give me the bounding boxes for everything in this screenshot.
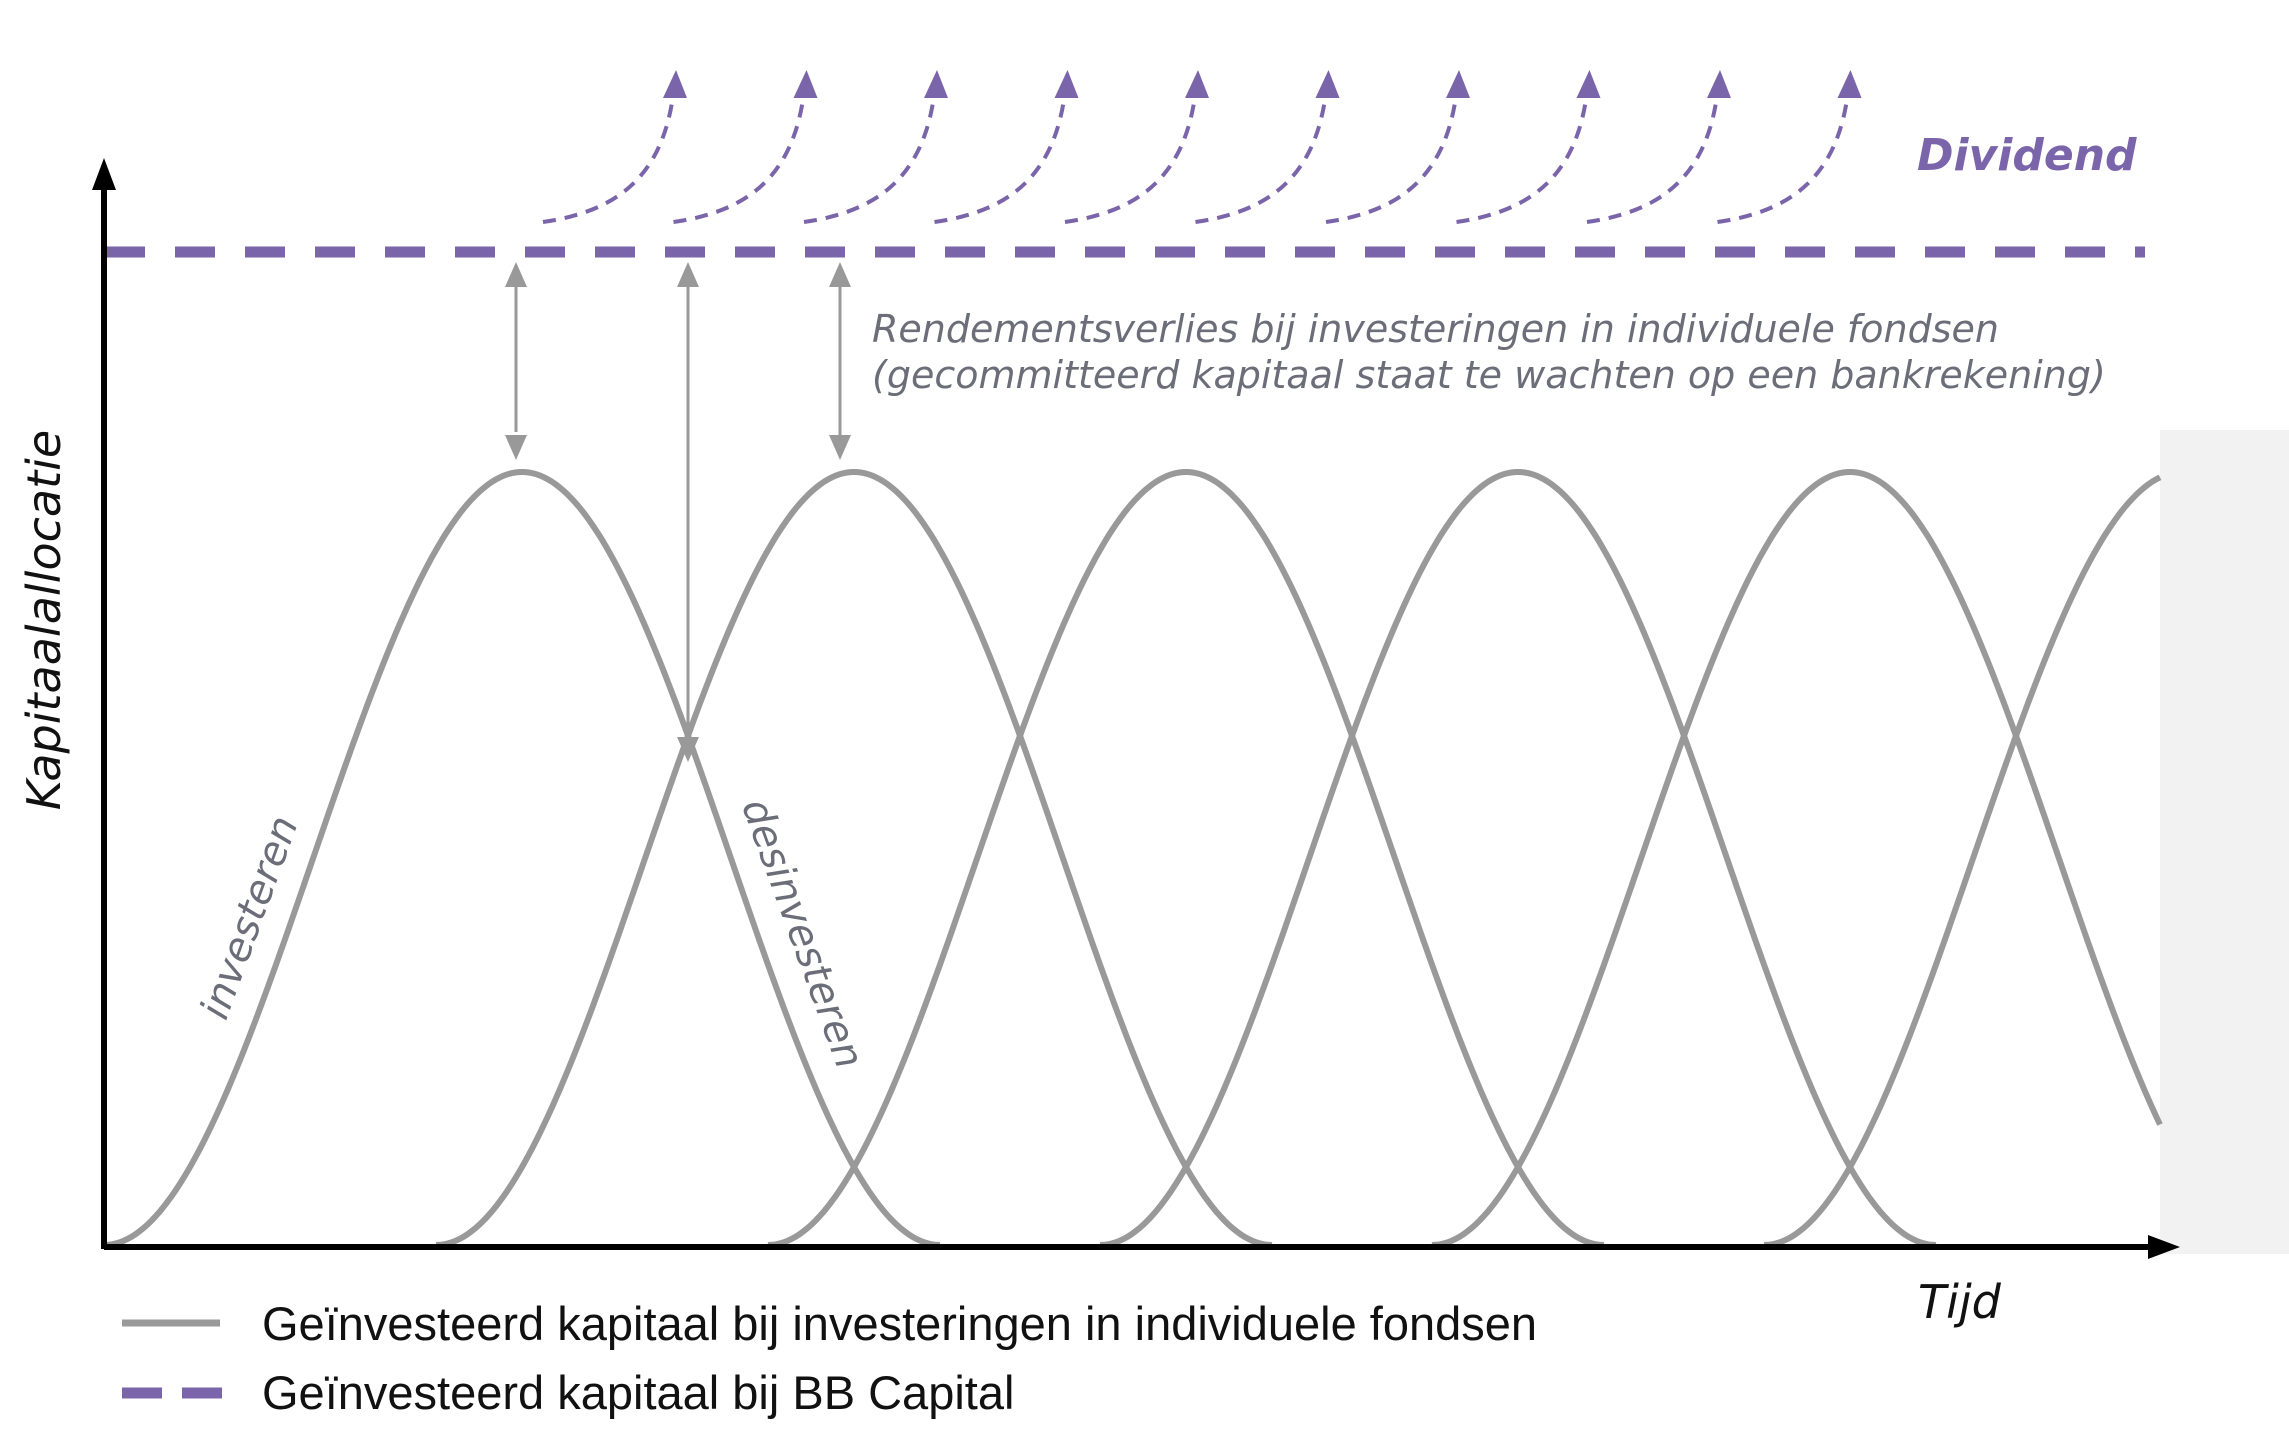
loss-arrows [505,262,851,762]
legend-label-bb-capital: Geïnvesteerd kapitaal bij BB Capital [262,1366,1014,1419]
fund-curve [435,469,1273,1248]
fund-curves [103,469,2163,1248]
side-panel [2160,430,2289,1254]
axes [92,158,2180,1259]
loss-note-line2: (gecommitteerd kapitaal staat te wachten… [872,353,2106,397]
y-axis-label: Kapitaalallocatie [17,430,71,810]
dividend-arrow [542,87,676,224]
x-axis-label: Tijd [1918,1275,2002,1329]
dividend-arrow [1717,87,1851,224]
dividend-arrow [1325,87,1459,224]
dividend-arrow [1064,87,1198,224]
fund-curve [103,469,941,1248]
loss-note-line1: Rendementsverlies bij investeringen in i… [872,307,1999,351]
loss-arrow [505,262,527,460]
dividend-arrow [1195,87,1329,224]
dividend-arrowhead [1707,70,1731,98]
dividend-arrowhead [793,70,818,98]
fund-curve [1763,474,2162,1248]
loss-arrow [677,262,699,762]
dividend-arrow [673,87,807,224]
dividend-arrow [1586,87,1720,224]
dividend-arrowhead [924,70,948,98]
dividend-label: Dividend [1917,130,2137,181]
dividend-arrowhead [1837,70,1862,98]
dividend-arrowhead [1054,70,1079,98]
legend-label-individual-funds: Geïnvesteerd kapitaal bij investeringen … [262,1297,1537,1350]
desinvesteren-label: desinvesteren [732,793,872,1075]
dividend-arrowhead [663,70,687,98]
dividend-arrowhead [1446,70,1470,98]
fund-curve [1099,469,1937,1248]
legend: Geïnvesteerd kapitaal bij investeringen … [122,1297,1537,1419]
legend-item-individual-funds: Geïnvesteerd kapitaal bij investeringen … [122,1297,1537,1350]
dividend-arrowhead [1185,70,1209,98]
dividend-arrow [1456,87,1590,224]
dividend-arrow [934,87,1068,224]
dividend-arrows [542,70,1862,224]
fund-curve [1431,469,2163,1248]
fund-curve [767,469,1605,1248]
loss-arrow [829,262,851,460]
dividend-arrowhead [1576,70,1601,98]
x-axis-arrowhead [2148,1235,2180,1259]
y-axis-arrowhead [92,158,116,190]
dividend-arrow [803,87,937,224]
legend-item-bb-capital: Geïnvesteerd kapitaal bij BB Capital [122,1366,1014,1419]
dividend-arrowhead [1315,70,1340,98]
